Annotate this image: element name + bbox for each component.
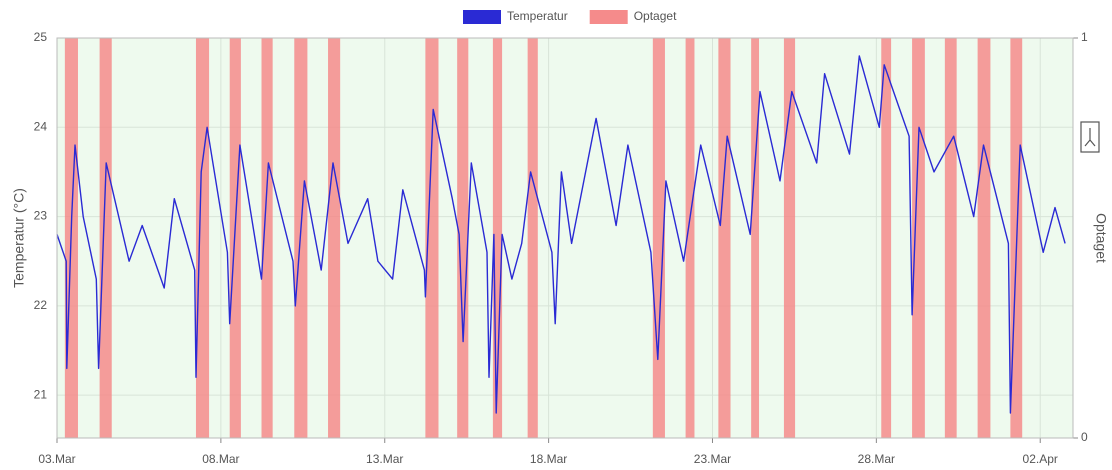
occupancy-band bbox=[99, 38, 112, 438]
y-tick-label: 23 bbox=[34, 209, 48, 223]
y-tick-label: 25 bbox=[34, 30, 48, 44]
y-axis-title: Temperatur (°C) bbox=[11, 188, 27, 288]
occupancy-band bbox=[328, 38, 341, 438]
plot-border bbox=[56, 37, 1074, 439]
occupancy-band bbox=[195, 38, 210, 438]
legend-swatch bbox=[589, 10, 628, 24]
y2-tick-label: 1 bbox=[1081, 30, 1088, 44]
occupancy-band bbox=[751, 38, 760, 438]
legend-label: Temperatur bbox=[507, 9, 568, 23]
y2-axis-title: Optaget bbox=[1093, 213, 1109, 263]
y-tick-label: 21 bbox=[34, 387, 48, 401]
occupancy-band bbox=[685, 38, 695, 438]
occupancy-band bbox=[912, 38, 925, 438]
icon-glyph[interactable] bbox=[1084, 128, 1096, 147]
occupancy-band bbox=[977, 38, 991, 438]
occupancy-band bbox=[783, 38, 796, 438]
occupancy-band bbox=[425, 38, 439, 438]
y-tick-label: 22 bbox=[34, 298, 48, 312]
plot-background bbox=[57, 38, 1073, 438]
x-tick-label: 08.Mar bbox=[202, 452, 239, 466]
occupancy-band bbox=[261, 38, 273, 438]
x-tick-label: 28.Mar bbox=[858, 452, 895, 466]
y2-tick-label: 0 bbox=[1081, 430, 1088, 444]
occupancy-band bbox=[527, 38, 538, 438]
x-tick-label: 23.Mar bbox=[694, 452, 731, 466]
y-tick-label: 24 bbox=[34, 119, 48, 133]
pdf-icon[interactable] bbox=[1080, 121, 1100, 153]
legend-label: Optaget bbox=[634, 9, 677, 23]
occupancy-band bbox=[457, 38, 469, 438]
occupancy-band bbox=[492, 38, 503, 438]
occupancy-band bbox=[881, 38, 892, 438]
x-tick-label: 18.Mar bbox=[530, 452, 567, 466]
temperature-line bbox=[56, 55, 1066, 414]
legend-swatch bbox=[463, 10, 501, 24]
x-tick-label: 02.Apr bbox=[1023, 452, 1058, 466]
plot-area bbox=[56, 37, 1073, 438]
occupancy-band bbox=[944, 38, 957, 438]
x-tick-label: 13.Mar bbox=[366, 452, 403, 466]
x-tick-label: 03.Mar bbox=[38, 452, 75, 466]
occupancy-band bbox=[718, 38, 731, 438]
